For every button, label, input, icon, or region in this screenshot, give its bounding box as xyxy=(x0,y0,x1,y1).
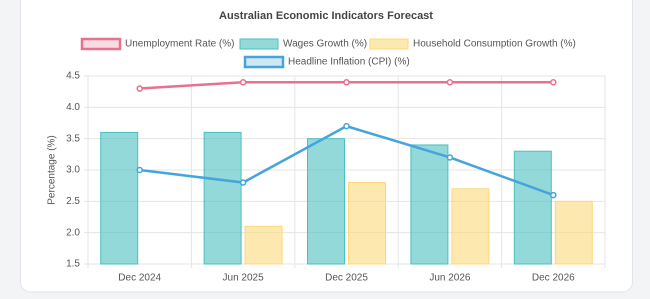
legend-label: Wages Growth (%) xyxy=(283,39,367,50)
bar xyxy=(554,200,593,265)
legend-label: Household Consumption Growth (%) xyxy=(413,39,576,50)
x-tick-label: Jun 2026 xyxy=(429,273,471,284)
bar xyxy=(451,188,490,265)
y-tick-label: 4.5 xyxy=(66,71,80,82)
bar xyxy=(348,182,386,265)
point xyxy=(136,166,143,174)
point xyxy=(343,79,350,86)
chart-title: Australian Economic Indicators Forecast xyxy=(219,10,433,22)
legend-label: Headline Inflation (CPI) (%) xyxy=(288,57,410,68)
point xyxy=(239,79,247,86)
bar xyxy=(307,138,345,265)
legend-label: Unemployment Rate (%) xyxy=(125,39,234,50)
point xyxy=(446,154,454,161)
point xyxy=(136,85,143,92)
bar xyxy=(203,131,242,265)
legend-swatch xyxy=(239,38,279,50)
point xyxy=(550,191,557,199)
y-tick-label: 4.0 xyxy=(66,102,80,113)
point xyxy=(239,179,247,186)
legend-swatch xyxy=(369,38,409,50)
x-tick-label: Dec 2025 xyxy=(325,273,368,284)
y-tick-label: 1.5 xyxy=(66,259,80,270)
y-tick-label: 3.5 xyxy=(66,133,80,144)
bar xyxy=(244,225,283,265)
x-tick-label: Jun 2025 xyxy=(223,273,265,284)
x-tick-label: Dec 2026 xyxy=(532,273,575,284)
x-tick-label: Dec 2024 xyxy=(118,273,161,284)
bar xyxy=(100,131,139,265)
y-tick-label: 3.0 xyxy=(66,165,80,176)
point xyxy=(343,122,350,130)
point xyxy=(550,79,557,86)
bar xyxy=(513,150,552,265)
y-tick-label: 2.5 xyxy=(66,196,80,207)
legend-swatch xyxy=(80,37,122,51)
point xyxy=(446,79,454,86)
y-tick-label: 2.0 xyxy=(66,227,80,238)
legend-swatch xyxy=(243,55,285,69)
bar xyxy=(410,144,449,265)
y-axis-label: Percentage (%) xyxy=(47,135,58,204)
